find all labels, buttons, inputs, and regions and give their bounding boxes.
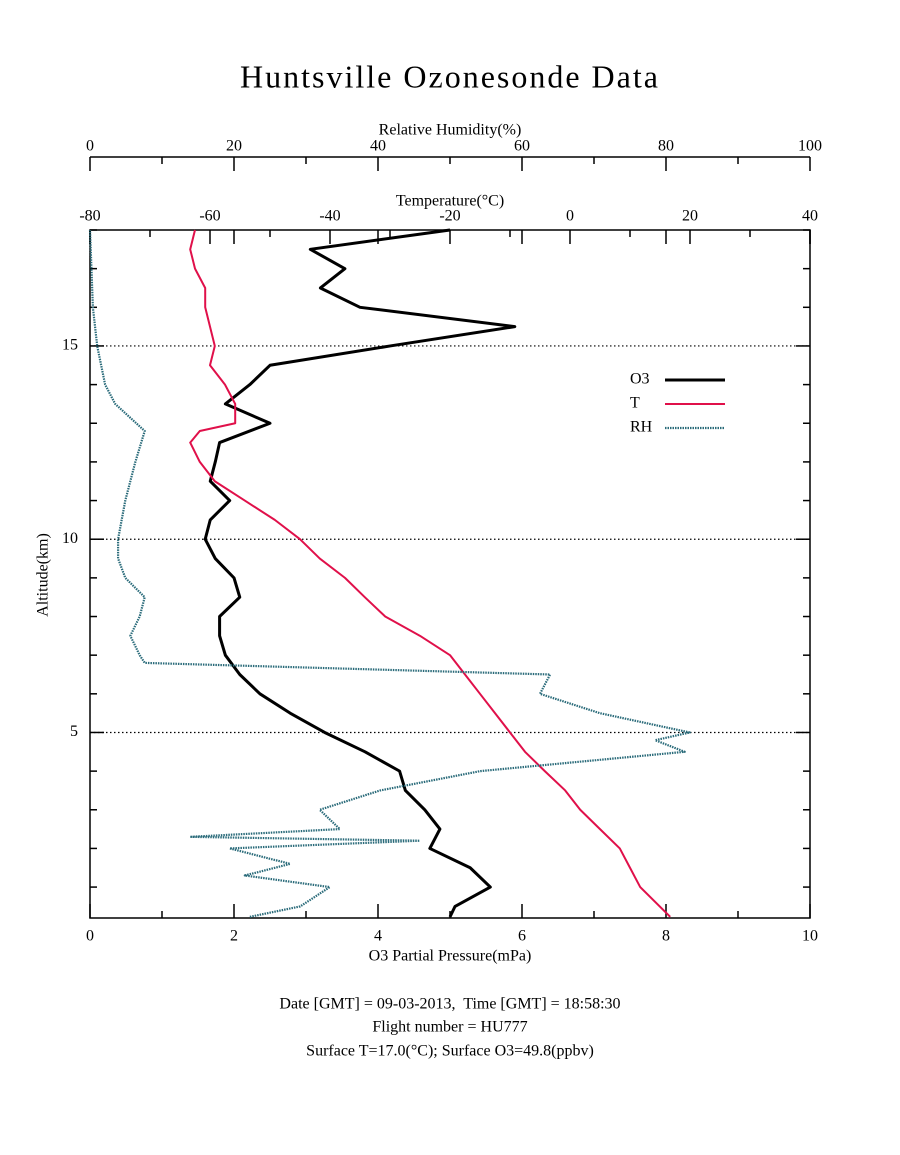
x3-axis-label: Relative Humidity(%) xyxy=(379,122,522,139)
x-tick-label: -80 xyxy=(79,208,100,225)
plot-frame xyxy=(89,229,811,919)
x-tick-label: 60 xyxy=(514,138,530,155)
chart-title: Huntsville Ozonesonde Data xyxy=(240,58,660,94)
x-tick-label: 10 xyxy=(802,928,818,945)
note: Surface T=17.0(°C); Surface O3=49.8(ppbv… xyxy=(306,1043,594,1060)
x-tick-label: 0 xyxy=(86,928,94,945)
x-tick-label: 0 xyxy=(86,138,94,155)
legend-label: T xyxy=(630,395,640,412)
x-tick-label: 20 xyxy=(682,208,698,225)
note: Flight number = HU777 xyxy=(372,1019,527,1036)
x-tick-label: 2 xyxy=(230,928,238,945)
profile-line xyxy=(88,229,691,918)
x-tick-label: 6 xyxy=(518,928,526,945)
x-tick-label: -60 xyxy=(199,208,220,225)
x-tick-label: -20 xyxy=(439,208,460,225)
legend-label: O3 xyxy=(630,371,650,388)
x-tick-label: 4 xyxy=(374,928,382,945)
x-tick-label: 80 xyxy=(658,138,674,155)
x-tick-label: 20 xyxy=(226,138,242,155)
y-tick-label: 5 xyxy=(70,723,78,740)
note: Date [GMT] = 09-03-2013, Time [GMT] = 18… xyxy=(279,996,620,1013)
y-tick-label: 15 xyxy=(62,337,78,354)
x-tick-label: 0 xyxy=(566,208,574,225)
y-axis-label: Altitude(km) xyxy=(35,533,52,617)
x-tick-label: 40 xyxy=(802,208,818,225)
legend-label: RH xyxy=(630,419,653,436)
x-tick-label: 8 xyxy=(662,928,670,945)
profile-line xyxy=(189,229,671,918)
y-tick-label: 10 xyxy=(62,530,78,547)
x-tick-label: 40 xyxy=(370,138,386,155)
x-tick-label: 100 xyxy=(798,138,822,155)
x-axis-label: O3 Partial Pressure(mPa) xyxy=(369,948,532,965)
x2-axis-label: Temperature(°C) xyxy=(396,193,504,210)
x-tick-label: -40 xyxy=(319,208,340,225)
profile-line xyxy=(203,228,517,918)
